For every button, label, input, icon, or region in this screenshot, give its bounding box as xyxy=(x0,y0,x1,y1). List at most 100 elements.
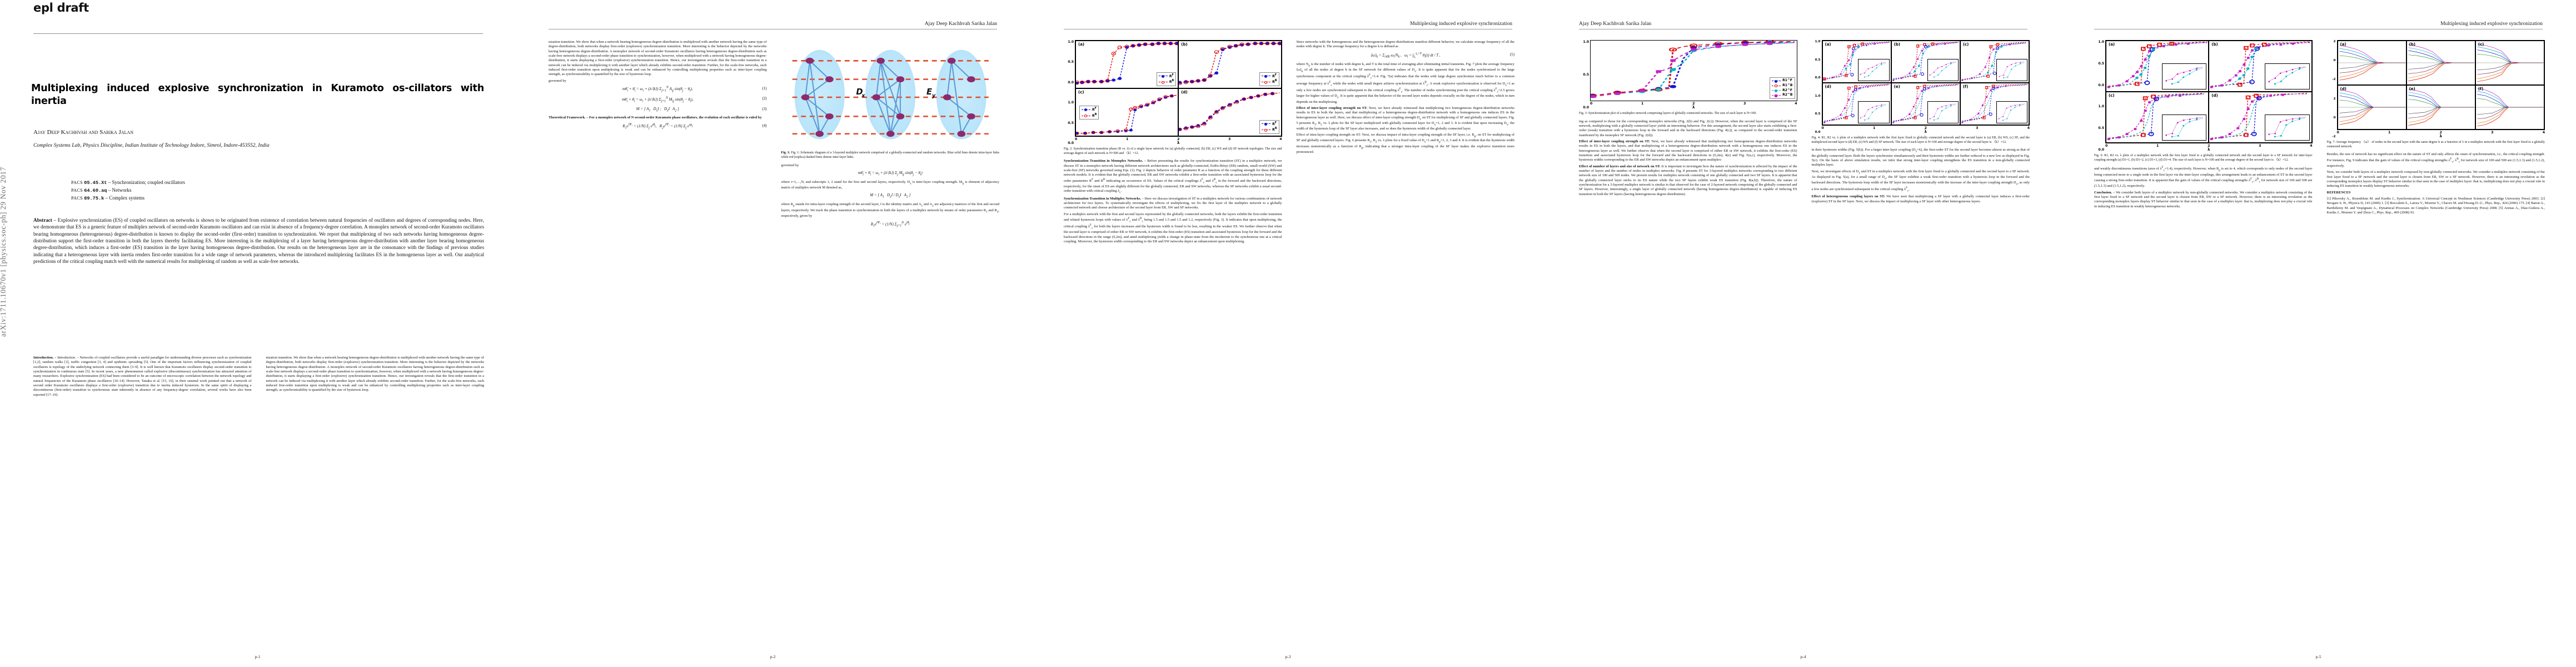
pacs-desc: – Synchronization; coupled oscillators xyxy=(108,180,185,185)
ytick: 0.0 xyxy=(1815,76,1821,80)
legend-row-forward: RF xyxy=(1262,121,1277,127)
fig6-c-inset-plot xyxy=(2165,117,2203,138)
fig4-f-plot xyxy=(1961,83,2027,123)
legend-line-r2b xyxy=(1772,94,1781,97)
running-head-title: Multiplexing induced explosive synchroni… xyxy=(1410,21,1512,27)
figure-6-panels: (a) xyxy=(2105,40,2313,143)
page-3: Multiplexing induced explosive synchroni… xyxy=(1030,0,1546,667)
para-multiplex-detail: For a multiplex network with the first a… xyxy=(1064,212,1282,244)
figure-4-panel-f: (f) xyxy=(1960,83,2029,125)
fig4-e-inset-plot xyxy=(1929,103,1956,121)
eq2-number: (2) xyxy=(762,96,767,101)
figure-7-panel-e: (e) xyxy=(2406,85,2475,130)
eq3-body: M = [ A1 DxI ; DxI A2 ] xyxy=(636,106,679,112)
figure-7-panel-c: (c) xyxy=(2475,41,2544,85)
eq4-body: R1eiΨ₁ = (1/N) Σj eiθj, R2eiΨ₂ = (1/N) Σ… xyxy=(622,123,693,130)
page-number: p-1 xyxy=(255,654,261,659)
fig4-b-inset-plot xyxy=(1929,62,1956,78)
pacs-row: PACS 05.45.Xt – Synchronization; coupled… xyxy=(71,179,484,187)
equation-1: mθ̈i + θ̇i = ωi + (λ/⟨k⟩) Σj=1N Aij sin(… xyxy=(549,86,767,93)
figure-4-x-ticks: 0 1 2 3 4 xyxy=(1822,126,2030,130)
figure-1-label: Fig. 1: xyxy=(781,151,790,155)
xtick: 1 xyxy=(2156,144,2159,148)
sec-strength-heading: Effect of inter-layer coupling strength … xyxy=(1296,106,1368,110)
arxiv-stamp: arXiv:1711.10670v1 [physics.soc-ph] 29 N… xyxy=(0,167,7,337)
figure-3-x-ticks: 0 1 2 3 4 xyxy=(1590,101,1797,106)
figure-4-panel-e: (e) xyxy=(1891,83,1960,125)
multiplex-network-svg: D x E y xyxy=(792,49,989,140)
page-number: p-3 xyxy=(1285,654,1291,659)
xtick: 4 xyxy=(2310,144,2313,148)
page1-col-1: Introduction. – Introduction. – Networks… xyxy=(33,356,252,645)
ytick: 0.0 xyxy=(1815,130,1821,134)
para-sf-networks: Since networks with the homogeneous and … xyxy=(1296,40,1515,49)
panel-a-legend: RF RB xyxy=(1156,72,1177,86)
figure-6: 1.0 0.5 0.0 1.0 0.5 0.0 (a) xyxy=(2094,40,2313,162)
legend-row-forward: RF xyxy=(1262,73,1277,79)
layer-label-ey-sub: y xyxy=(931,93,935,99)
page-2: Ajay Deep Kachhvah Sarika Jalan nization… xyxy=(515,0,1030,667)
page1-col-2: nization transition. We show that when a… xyxy=(266,356,485,645)
figure-1-multiplex-network: D x E y xyxy=(781,40,1000,149)
panel-label: (c) xyxy=(2478,42,2484,47)
fig6-b-inset-plot xyxy=(2268,67,2306,85)
panel-c-plot xyxy=(1076,94,1177,135)
figure-7-x-label: λ xyxy=(2439,134,2442,138)
xtick: 0 xyxy=(1821,126,1824,130)
legend-label-r1f: R1^F xyxy=(1782,78,1793,83)
sec-conclusion: Conclusion. – We consider both layers of… xyxy=(2094,191,2313,209)
equation-right-1: mθ̈i + θ̇i = ωi + (λ/⟨k⟩) Σj Mij sin(θj … xyxy=(858,170,923,177)
figure-3-plot xyxy=(1591,41,1795,98)
ytick: -2 xyxy=(2332,78,2336,82)
figure-2-panels: (a) xyxy=(1075,40,1282,137)
ytick: 0 xyxy=(2333,116,2336,120)
legend-label-backward: RB xyxy=(1272,127,1277,132)
ytick: 0.5 xyxy=(1815,112,1821,116)
panel-label: (d) xyxy=(2340,87,2346,91)
figure-2-panel-a: (a) xyxy=(1075,41,1179,88)
panel-label: (e) xyxy=(1894,84,1900,89)
legend-row-backward: RB xyxy=(1158,79,1174,85)
figure-6-y-ticks: 1.0 0.5 0.0 1.0 0.5 0.0 xyxy=(2094,40,2105,152)
legend-row-forward: RF xyxy=(1158,73,1174,79)
layer-label-dx-sub: x xyxy=(861,93,865,99)
para-fig4-disc: in their hysteresis widths (Fig. 5(b)). … xyxy=(1811,148,2030,167)
page5-columns: 1.0 0.5 0.0 1.0 0.5 0.0 (a) xyxy=(2094,40,2545,645)
fig6-a-inset xyxy=(2161,63,2207,89)
para-nizationtransition: nization transition. We show that when a… xyxy=(549,40,767,77)
figure-4-panel-d: (d) xyxy=(1822,83,1891,125)
ytick: 0.5 xyxy=(1583,73,1589,77)
panel-label: (a) xyxy=(1078,42,1085,47)
panel-label: (c) xyxy=(1962,42,1969,47)
xtick: 0 xyxy=(1075,137,1078,141)
sec-multiplex: Synchronization Transition in Multiplex … xyxy=(1064,197,1282,211)
figure-1-caption: Fig. 1: Fig. 1: Schematic diagram of a 3… xyxy=(781,151,1000,160)
page3-col-2: Since networks with the homogeneous and … xyxy=(1297,40,1515,645)
figure-6-panel-a: (a) xyxy=(2106,41,2209,92)
figure-7-panel-b: (b) xyxy=(2406,41,2475,85)
fig4-c-inset xyxy=(1996,59,2027,81)
ytick: 1.0 xyxy=(2098,104,2104,109)
affiliation: Complex Systems Lab, Physics Discipline,… xyxy=(33,142,270,148)
page-number: p-4 xyxy=(1800,654,1806,659)
para-order-param: where Rp stands for intra-layer coupling… xyxy=(781,202,1000,218)
panel-c-legend: RF RB xyxy=(1079,106,1099,120)
para-hysteresis: ing as compared to those for the corresp… xyxy=(1579,119,1797,137)
hetero-text-2: Next, we consider both layers of a multi… xyxy=(2326,170,2545,188)
ytick: 1.0 xyxy=(1068,40,1074,44)
figure-7-x-ticks: 0 1 2 3 4 xyxy=(2337,130,2545,135)
legend-label-r1b: R1^B xyxy=(1782,83,1793,87)
pacs-label: PACS xyxy=(71,196,83,201)
eq3-number: (3) xyxy=(762,106,767,111)
fig7-c-plot xyxy=(2475,43,2544,82)
xtick: 2 xyxy=(1177,137,1180,141)
page5-body-right: Besides, the size of network has no sign… xyxy=(2327,152,2545,215)
eq1-body: mθ̈i + θ̇i = ωi + (λ/⟨k⟩) Σj=1N Aij sin(… xyxy=(622,86,693,93)
xtick: 3 xyxy=(2491,131,2494,135)
figure-4: 1.0 0.5 0.0 1.0 0.5 0.0 (a) xyxy=(1812,40,2030,145)
figure-3-y-ticks: 1.0 0.5 0.0 xyxy=(1579,40,1590,109)
layer-blob-2 xyxy=(865,49,915,140)
sec-hetero-heading: Effect of heterogeneous coupling layers … xyxy=(1811,195,1885,199)
fig4-a-inset xyxy=(1858,59,1890,81)
sec-strength: Effect of inter-layer coupling strength … xyxy=(1297,106,1515,131)
